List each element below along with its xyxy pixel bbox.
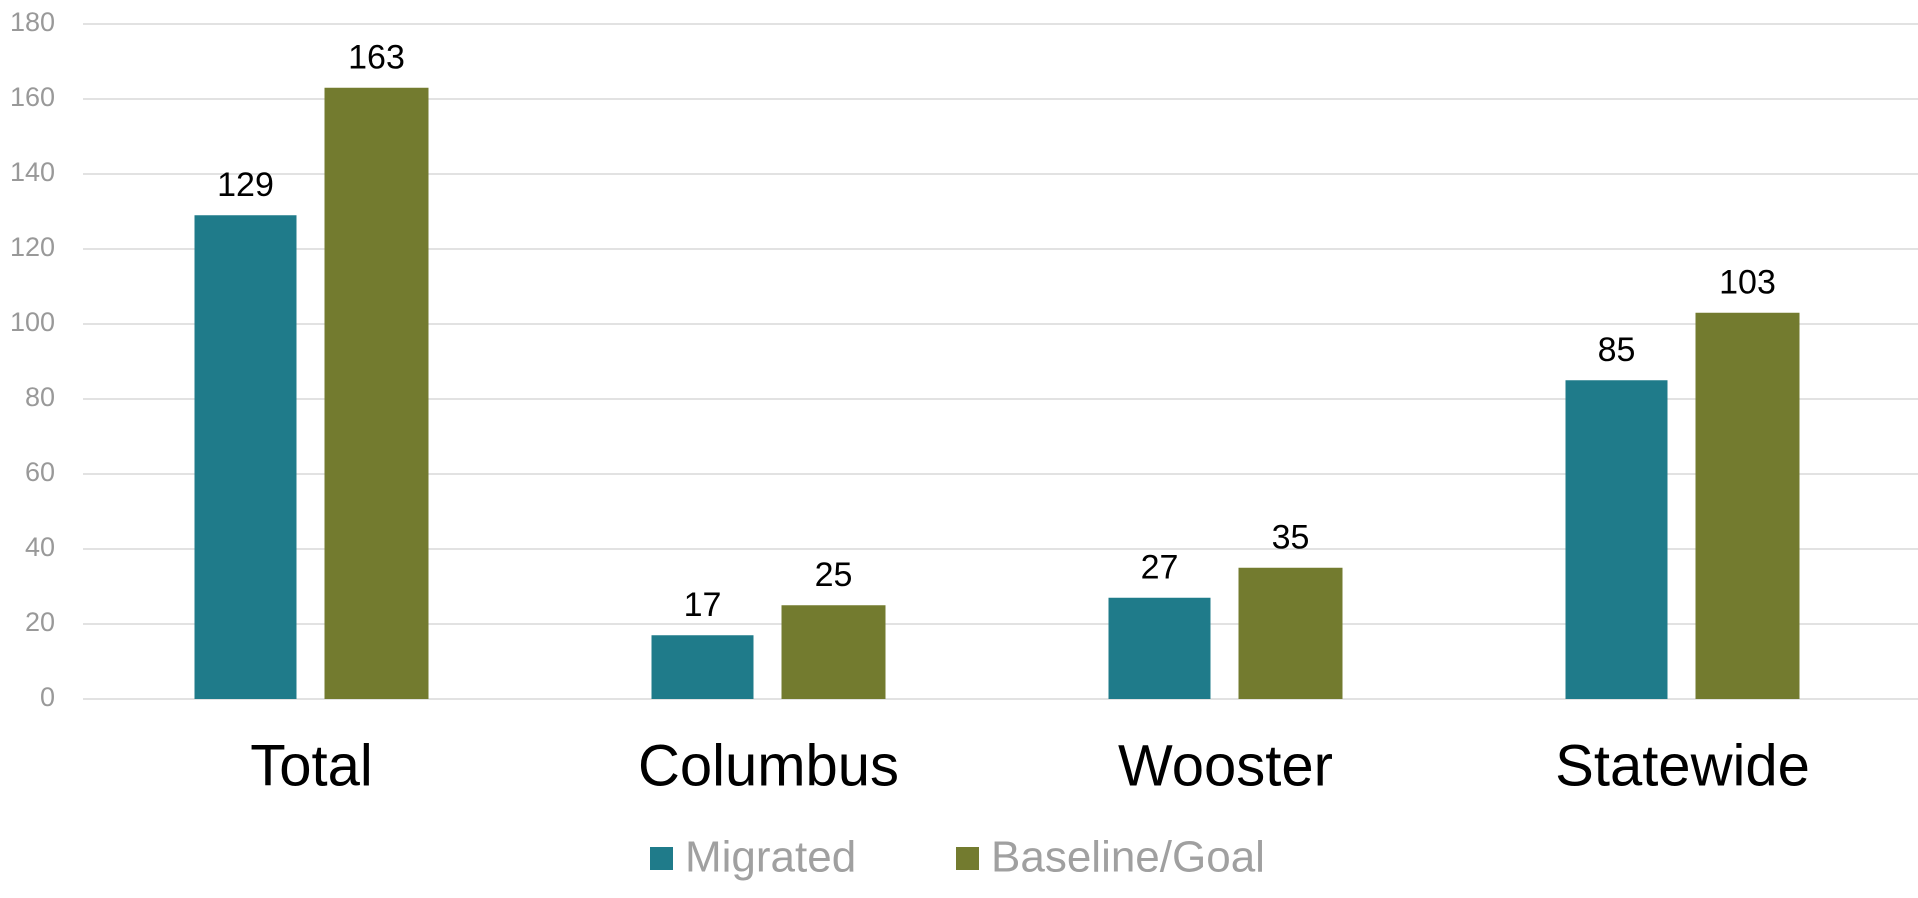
bar [194, 215, 297, 699]
x-tick-label: Wooster [1118, 733, 1333, 798]
y-tick-label: 80 [25, 382, 55, 412]
value-label: 129 [217, 166, 274, 204]
y-tick-label: 60 [25, 457, 55, 487]
y-tick-label: 0 [40, 682, 55, 712]
bar [651, 635, 754, 699]
value-label: 103 [1719, 264, 1776, 302]
bar [1565, 380, 1668, 699]
legend-label: Baseline/Goal [991, 833, 1265, 882]
legend-label: Migrated [685, 833, 856, 882]
value-label: 25 [815, 556, 853, 594]
legend-swatch [650, 847, 673, 870]
y-tick-label: 180 [10, 7, 55, 37]
bar [1238, 567, 1343, 699]
y-tick-label: 40 [25, 532, 55, 562]
legend-swatch [956, 847, 979, 870]
bar [1695, 312, 1800, 699]
bar [781, 605, 886, 699]
value-label: 85 [1598, 331, 1636, 369]
y-tick-label: 140 [10, 157, 55, 187]
bar [1108, 597, 1211, 699]
x-tick-label: Total [250, 733, 373, 798]
y-tick-label: 160 [10, 82, 55, 112]
value-label: 35 [1272, 519, 1310, 557]
value-label: 17 [684, 586, 722, 624]
bar [324, 87, 429, 699]
y-tick-label: 120 [10, 232, 55, 262]
value-label: 27 [1141, 549, 1179, 587]
x-tick-label: Statewide [1555, 733, 1810, 798]
y-tick-label: 100 [10, 307, 55, 337]
value-label: 163 [348, 39, 405, 77]
y-tick-label: 20 [25, 607, 55, 637]
x-tick-label: Columbus [638, 733, 899, 798]
